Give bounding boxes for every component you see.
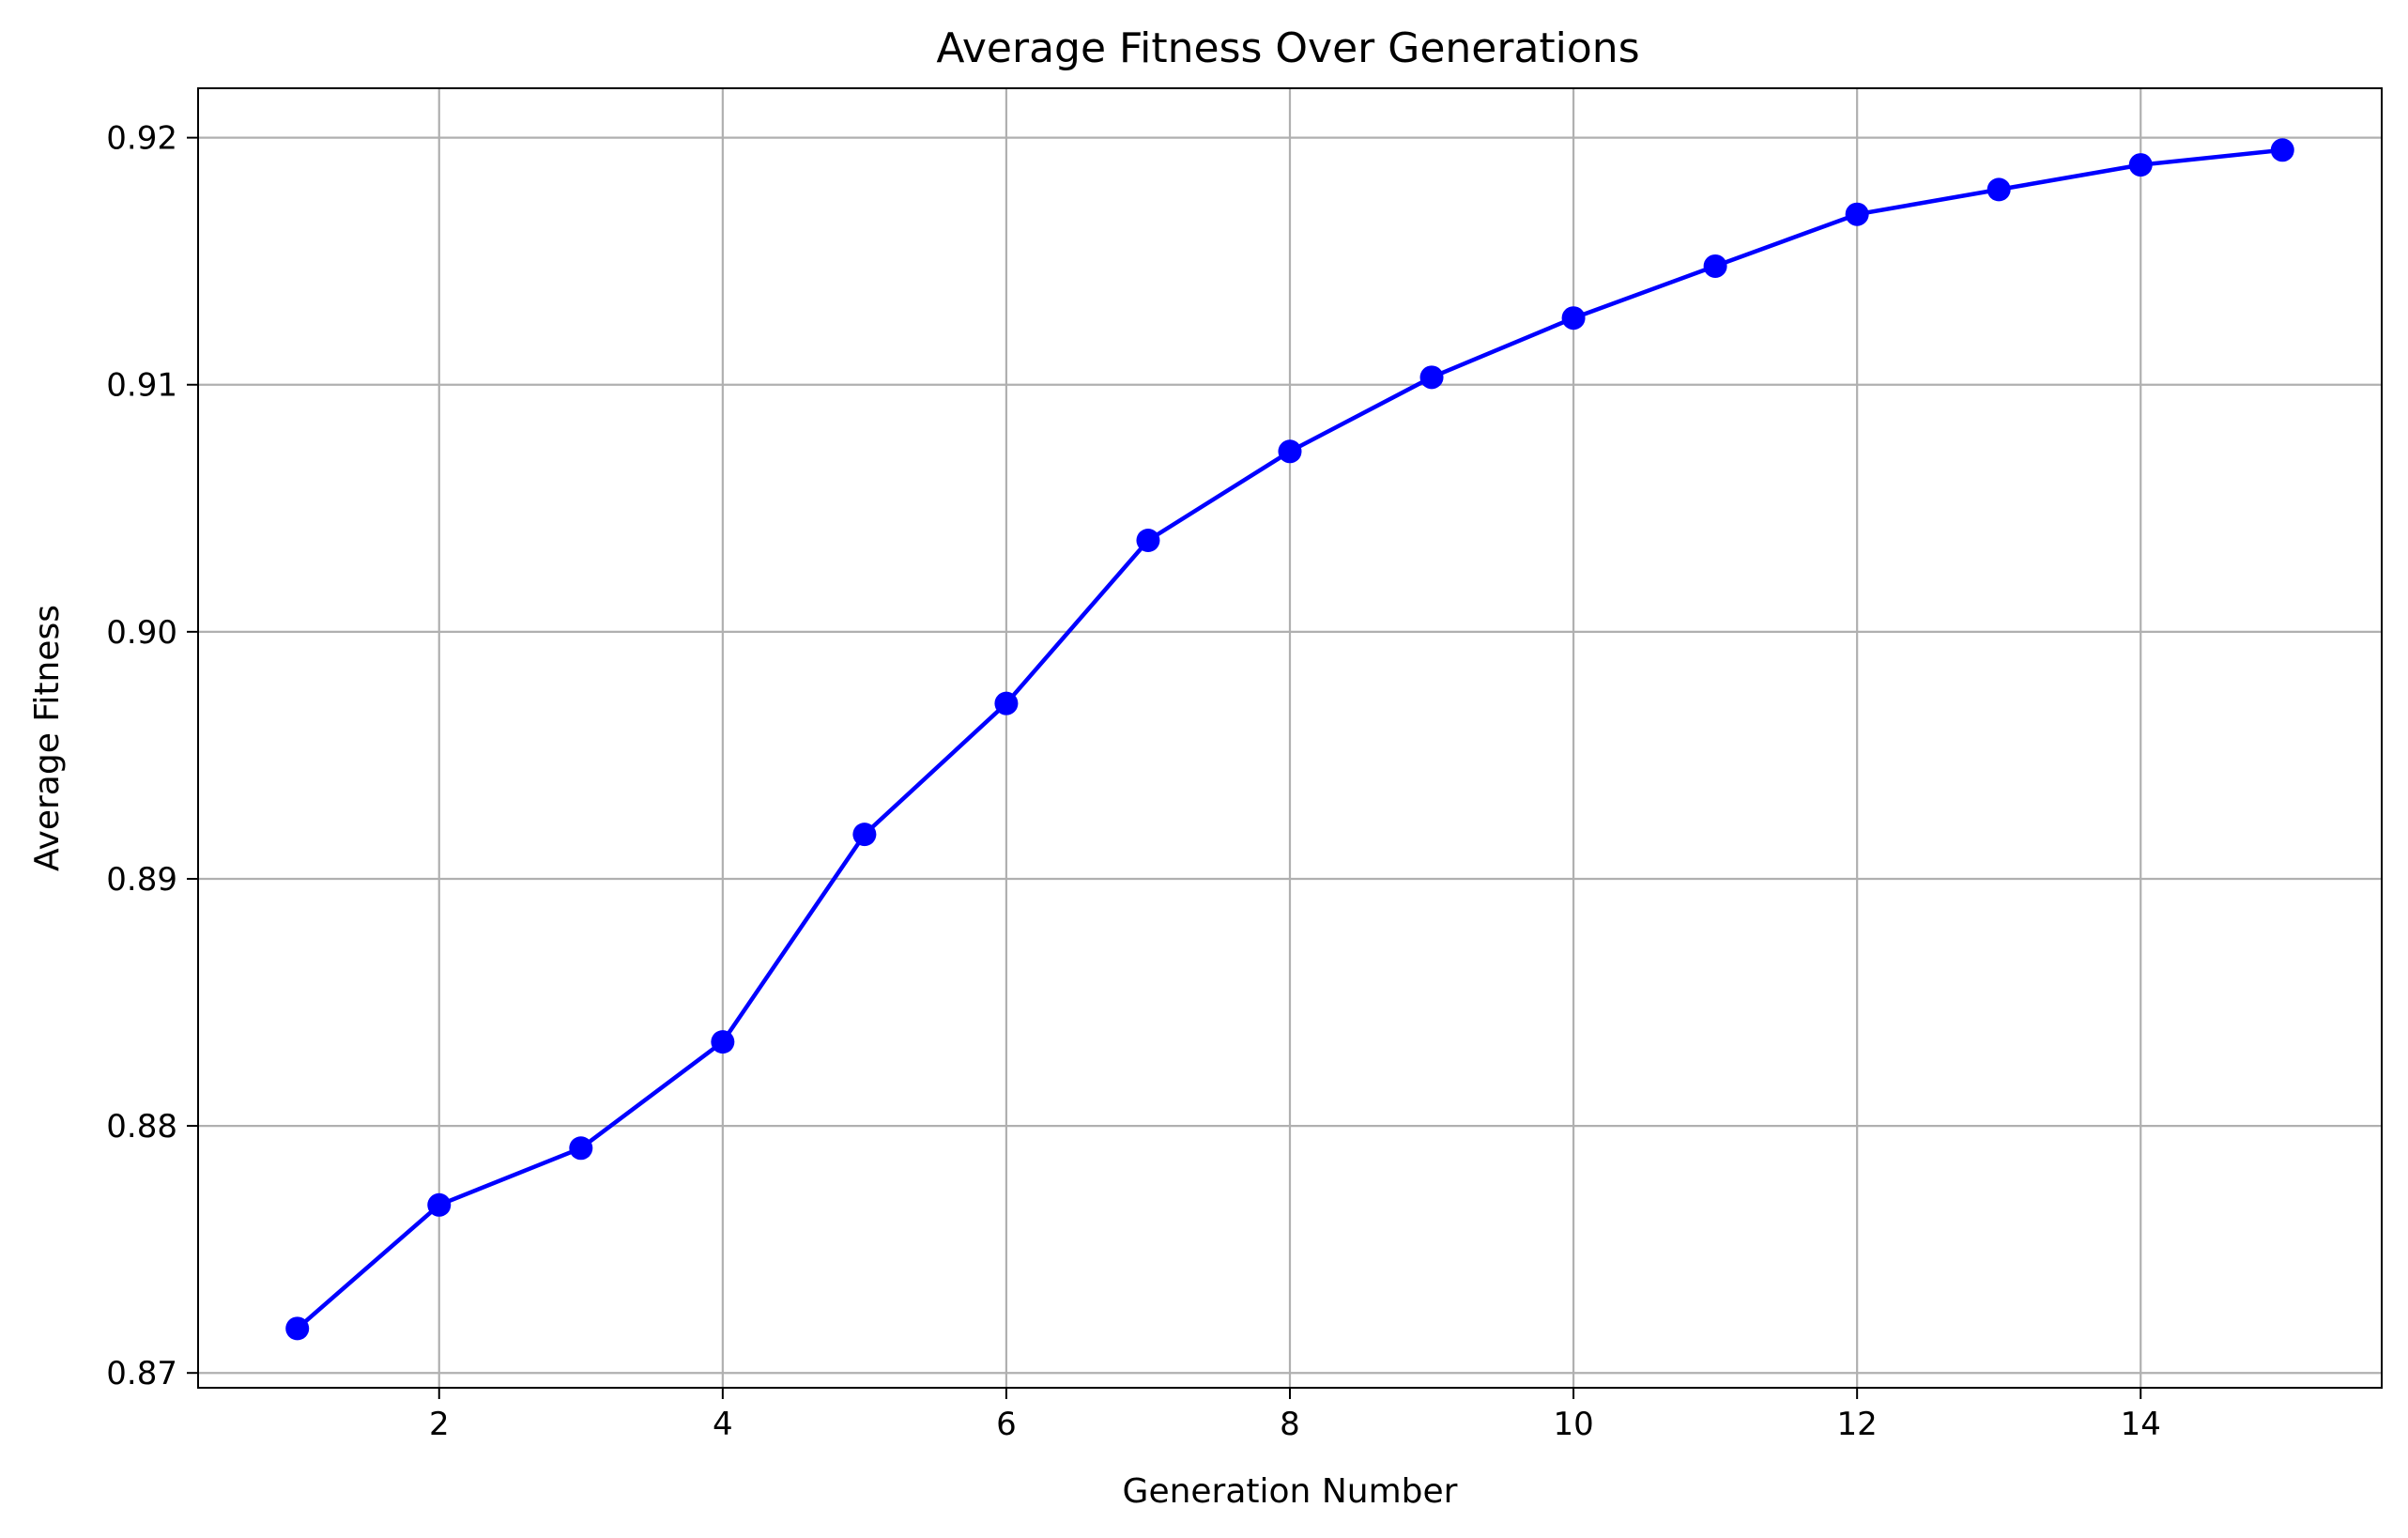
data-point bbox=[2270, 138, 2294, 162]
data-point bbox=[569, 1136, 593, 1161]
y-tick-label: 0.87 bbox=[106, 1355, 177, 1392]
x-tick-label: 12 bbox=[1837, 1406, 1878, 1443]
chart-title: Average Fitness Over Generations bbox=[936, 24, 1639, 72]
y-tick-label: 0.92 bbox=[106, 120, 177, 158]
x-tick-label: 6 bbox=[996, 1406, 1017, 1443]
data-point bbox=[1278, 439, 1302, 464]
x-tick-label: 4 bbox=[713, 1406, 733, 1443]
y-tick-label: 0.89 bbox=[106, 861, 177, 899]
data-point bbox=[1136, 529, 1160, 553]
data-point bbox=[1419, 365, 1444, 390]
data-point bbox=[1986, 177, 2011, 202]
data-point bbox=[1845, 202, 1869, 226]
y-tick-label: 0.90 bbox=[106, 614, 177, 652]
data-point bbox=[285, 1316, 310, 1341]
data-point bbox=[994, 691, 1019, 715]
y-axis-label: Average Fitness bbox=[28, 605, 67, 871]
y-tick-label: 0.91 bbox=[106, 367, 177, 405]
data-point bbox=[852, 823, 877, 847]
x-tick-label: 14 bbox=[2121, 1406, 2161, 1443]
data-point bbox=[1561, 306, 1586, 331]
plot-frame bbox=[197, 87, 2383, 1389]
axis-ticks: 2 4 6 8 10 12 14 0.87 0.88 0.89 0.90 0.91 0.92 bbox=[106, 120, 2161, 1443]
x-tick-label: 10 bbox=[1553, 1406, 1593, 1443]
series bbox=[285, 138, 2294, 1341]
data-point bbox=[427, 1192, 452, 1217]
x-tick-label: 8 bbox=[1280, 1406, 1300, 1443]
data-point bbox=[1703, 254, 1727, 278]
x-tick-label: 2 bbox=[429, 1406, 450, 1443]
x-axis-label: Generation Number bbox=[1123, 1472, 1458, 1511]
data-point bbox=[2128, 153, 2153, 177]
data-point bbox=[711, 1030, 735, 1054]
y-tick-label: 0.88 bbox=[106, 1108, 177, 1146]
grid bbox=[198, 88, 2382, 1388]
